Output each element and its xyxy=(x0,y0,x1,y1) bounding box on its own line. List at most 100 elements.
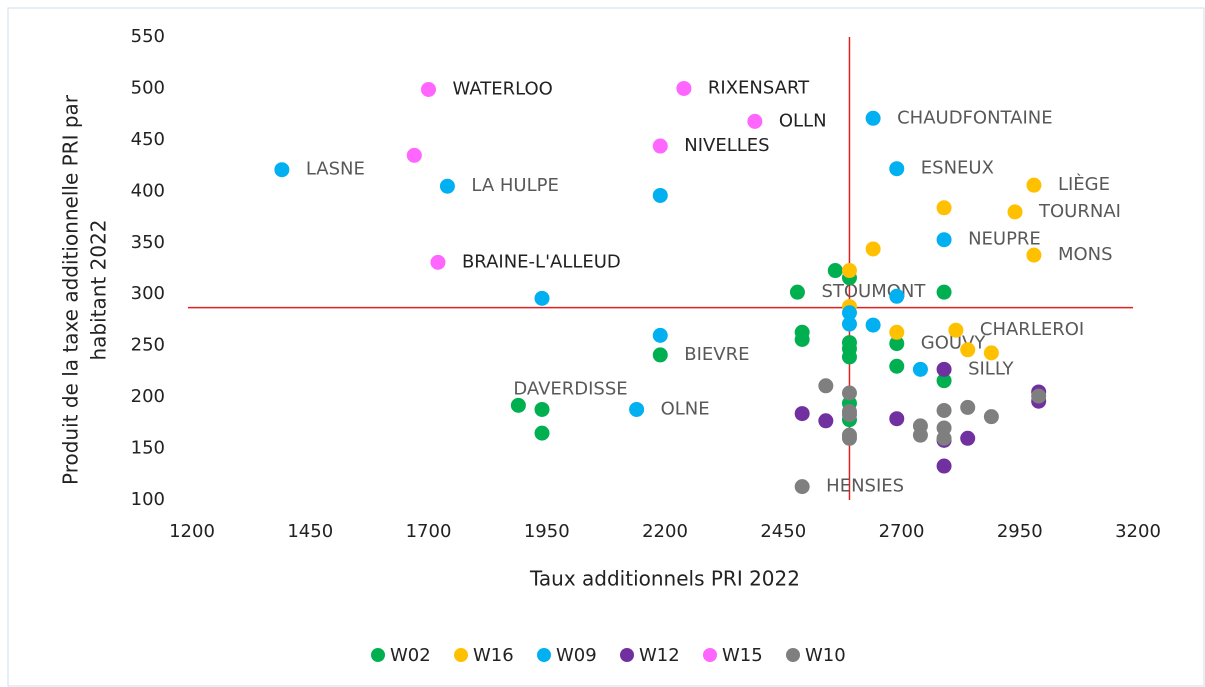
point xyxy=(274,162,290,178)
point-label: BIEVRE xyxy=(684,344,749,365)
legend-label: W15 xyxy=(722,645,763,666)
point xyxy=(841,349,857,365)
x-tick-label: 1950 xyxy=(524,521,570,542)
point xyxy=(960,399,976,415)
point xyxy=(818,378,834,394)
point xyxy=(652,347,668,363)
point xyxy=(889,324,905,340)
x-tick-label: 2450 xyxy=(760,521,806,542)
y-tick-label: 300 xyxy=(131,283,165,304)
point xyxy=(983,409,999,425)
point xyxy=(652,187,668,203)
point xyxy=(936,458,952,474)
point xyxy=(912,427,928,443)
point xyxy=(1007,204,1023,220)
legend-label: W10 xyxy=(805,645,846,666)
point xyxy=(439,178,455,194)
point-label: SILLY xyxy=(968,358,1014,379)
legend-label: W12 xyxy=(639,645,680,666)
legend-marker xyxy=(537,648,551,662)
point xyxy=(936,361,952,377)
legend-label: W09 xyxy=(556,645,597,666)
legend-marker xyxy=(620,648,634,662)
point-label: MONS xyxy=(1058,244,1113,265)
y-tick-label: 550 xyxy=(131,26,165,47)
point xyxy=(841,407,857,423)
point xyxy=(629,401,645,417)
point-label: WATERLOO xyxy=(453,78,553,99)
point-label: LIÈGE xyxy=(1058,173,1110,195)
point xyxy=(676,80,692,96)
legend-label: W02 xyxy=(390,645,431,666)
point xyxy=(1026,177,1042,193)
y-tick-label: 350 xyxy=(131,232,165,253)
point-label: CHARLEROI xyxy=(980,319,1084,340)
point xyxy=(827,263,843,279)
point xyxy=(534,401,550,417)
point xyxy=(936,373,952,389)
point xyxy=(841,263,857,279)
point xyxy=(406,147,422,163)
point xyxy=(865,317,881,333)
point-label: OLLN xyxy=(779,110,827,131)
point-label: STOUMONT xyxy=(821,281,926,302)
point xyxy=(652,327,668,343)
legend-marker xyxy=(703,648,717,662)
x-tick-label: 1450 xyxy=(287,521,333,542)
point xyxy=(1031,388,1047,404)
point xyxy=(936,284,952,300)
point xyxy=(865,110,881,126)
y-tick-label: 100 xyxy=(131,489,165,510)
point xyxy=(652,138,668,154)
x-tick-label: 2700 xyxy=(879,521,925,542)
point xyxy=(936,200,952,216)
x-tick-label: 3200 xyxy=(1115,521,1161,542)
point xyxy=(936,402,952,418)
point xyxy=(865,241,881,257)
point-label: DAVERDISSE xyxy=(513,378,627,399)
point xyxy=(794,406,810,422)
point xyxy=(889,358,905,374)
point xyxy=(818,413,834,429)
y-axis-title: habitant 2022 xyxy=(87,219,111,360)
point xyxy=(960,430,976,446)
point xyxy=(889,288,905,304)
y-tick-label: 250 xyxy=(131,335,165,356)
point xyxy=(889,411,905,427)
x-tick-label: 1200 xyxy=(169,521,215,542)
y-tick-label: 200 xyxy=(131,386,165,407)
point-label: OLNE xyxy=(661,398,710,419)
y-axis-title: Produit de la taxe additionnelle PRI par xyxy=(59,94,83,485)
point xyxy=(430,254,446,270)
legend-marker xyxy=(454,648,468,662)
point xyxy=(936,430,952,446)
point xyxy=(421,81,436,97)
y-tick-label: 150 xyxy=(131,438,165,459)
point-label: NIVELLES xyxy=(684,135,769,156)
point xyxy=(534,425,550,441)
point xyxy=(936,420,952,436)
point-label: NEUPRE xyxy=(968,229,1041,250)
point xyxy=(912,361,928,377)
legend-marker xyxy=(371,648,385,662)
point xyxy=(889,161,905,177)
point-label: HENSIES xyxy=(826,476,904,497)
point xyxy=(841,305,857,321)
x-tick-label: 2200 xyxy=(642,521,688,542)
point-label: LASNE xyxy=(306,159,365,180)
point xyxy=(747,113,763,129)
point xyxy=(983,345,999,361)
point xyxy=(1026,247,1042,263)
point-label: CHAUDFONTAINE xyxy=(897,107,1053,128)
point xyxy=(794,331,810,347)
y-tick-label: 500 xyxy=(131,77,165,98)
x-axis-title: Taux additionnels PRI 2022 xyxy=(529,567,800,591)
legend-marker xyxy=(786,648,800,662)
point-label: ESNEUX xyxy=(921,158,994,179)
point xyxy=(889,336,905,352)
point xyxy=(960,342,976,358)
point xyxy=(948,322,964,338)
x-tick-label: 2950 xyxy=(997,521,1043,542)
point xyxy=(534,290,550,306)
